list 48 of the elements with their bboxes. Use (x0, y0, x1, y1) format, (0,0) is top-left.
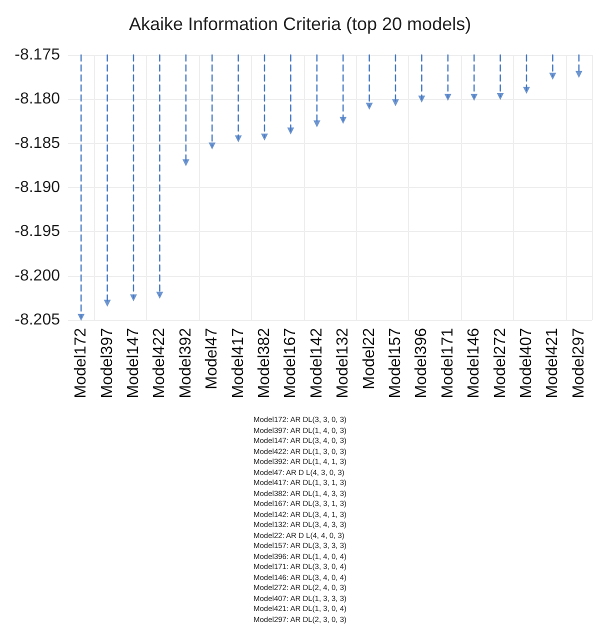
y-tick-label: -8.185 (14, 134, 60, 152)
y-tick-label: -8.190 (14, 179, 60, 196)
x-tick-label: Model157 (387, 328, 404, 398)
x-tick-label: Model272 (492, 328, 509, 398)
point (234, 135, 242, 142)
point (496, 93, 504, 100)
point (313, 120, 320, 128)
x-tick-label: Model297 (570, 328, 588, 398)
x-tick-label: Model417 (230, 328, 247, 398)
x-tick-label: Model397 (98, 328, 116, 398)
x-tick-label: Model167 (282, 328, 300, 398)
point (549, 72, 556, 80)
point (104, 300, 111, 307)
x-tick-label: Model421 (544, 328, 562, 398)
x-tick-label: Model172 (72, 328, 90, 398)
point (392, 99, 399, 106)
x-tick-label: Model171 (439, 328, 456, 398)
x-tick-label: Model407 (518, 328, 535, 398)
point (575, 70, 582, 78)
point (470, 94, 478, 101)
x-tick-label: Model132 (334, 328, 352, 398)
point (156, 292, 164, 299)
x-tick-label: Model146 (466, 328, 483, 398)
x-tick-label: Model392 (177, 328, 194, 398)
chart-title: Akaike Information Criteria (top 20 models) (128, 14, 472, 34)
point (208, 142, 216, 150)
x-tick-label: Model22 (360, 328, 378, 390)
x-tick-label: Model382 (256, 328, 273, 398)
y-tick-label: -8.175 (14, 46, 60, 64)
y-tick-label: -8.180 (14, 90, 60, 108)
x-tick-label: Model422 (151, 328, 168, 398)
point (444, 94, 452, 101)
point (340, 116, 347, 124)
x-tick-label: Model47 (204, 328, 221, 390)
point (418, 96, 426, 103)
x-tick-label: Model396 (413, 328, 430, 398)
point (261, 134, 268, 141)
point (78, 314, 85, 321)
x-tick-label: Model142 (308, 328, 326, 398)
point (287, 127, 294, 134)
point (523, 86, 530, 94)
y-tick-label: -8.200 (14, 267, 60, 284)
y-tick-label: -8.205 (14, 312, 60, 328)
x-tick-label: Model147 (125, 328, 142, 398)
y-tick-label: -8.195 (14, 223, 60, 240)
point (130, 294, 137, 302)
point (182, 159, 190, 166)
point (366, 102, 373, 110)
